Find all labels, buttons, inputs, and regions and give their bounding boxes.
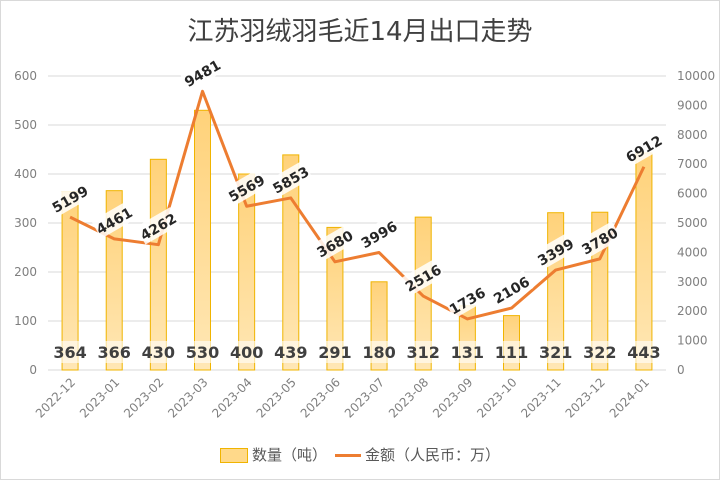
bar-label-bg xyxy=(445,341,490,363)
line-label-bg xyxy=(444,281,490,319)
x-tick-label: 2023-12 xyxy=(563,375,608,420)
y-right-tick-label: 3000 xyxy=(677,275,708,289)
line-label-bg xyxy=(621,129,666,167)
x-tick-label: 2023-05 xyxy=(254,375,299,420)
bar-data-label: 180 xyxy=(362,343,395,362)
bar-data-label: 322 xyxy=(583,343,616,362)
line-label-bg xyxy=(356,214,401,253)
x-tick-label: 2022-12 xyxy=(33,375,78,420)
y-left-tick-label: 200 xyxy=(14,265,37,279)
line-label-bg xyxy=(223,168,269,207)
line-label-bg xyxy=(47,179,92,217)
bar-data-label: 443 xyxy=(627,343,660,362)
bar-label-bg xyxy=(577,341,622,363)
y-right-tick-label: 6000 xyxy=(677,187,708,201)
legend-label-bar: 数量（吨） xyxy=(251,446,327,464)
y-left-tick-label: 100 xyxy=(14,314,37,328)
line-label-bg xyxy=(91,201,137,239)
line-label-bg xyxy=(576,221,622,259)
bar-label-bg xyxy=(180,341,225,363)
bar-data-label: 430 xyxy=(142,343,175,362)
line-data-label-group: 2106 xyxy=(488,270,534,308)
y-right-tick-label: 9000 xyxy=(677,98,708,112)
y-right-tick-label: 1000 xyxy=(677,334,708,348)
bar-data-label: 111 xyxy=(495,343,528,362)
bar-label-bg xyxy=(92,341,137,363)
bar xyxy=(282,154,300,371)
bar-label-bg xyxy=(136,341,181,363)
line-label-bg xyxy=(267,160,313,198)
y-right-tick-label: 0 xyxy=(677,363,685,377)
line-label-bg xyxy=(488,270,534,308)
line-label-bg xyxy=(179,53,225,92)
x-tick-label: 2023-09 xyxy=(430,375,475,420)
bar-label-bg xyxy=(489,341,534,363)
bar xyxy=(149,158,167,371)
x-tick-label: 2023-06 xyxy=(298,375,343,420)
bar-data-label: 366 xyxy=(98,343,131,362)
legend: 数量（吨） 金额（人民币：万） xyxy=(1,444,719,465)
legend-item-bar: 数量（吨） xyxy=(219,444,327,465)
y-left-tick-label: 600 xyxy=(14,69,37,83)
bar xyxy=(194,109,211,371)
x-tick-label: 2023-03 xyxy=(165,375,210,420)
bar-data-label: 439 xyxy=(274,343,307,362)
x-tick-label: 2023-01 xyxy=(77,375,122,420)
line-label-bg xyxy=(312,224,357,262)
bar-data-label: 291 xyxy=(318,343,351,362)
x-tick-label: 2023-11 xyxy=(518,375,563,420)
bar-label-bg xyxy=(48,341,93,363)
bar-data-label: 364 xyxy=(53,343,86,362)
bar-data-label: 131 xyxy=(451,343,484,362)
bar xyxy=(238,173,256,371)
legend-label-line: 金额（人民币：万） xyxy=(365,446,501,464)
bar-data-label: 530 xyxy=(186,343,219,362)
x-tick-label: 2024-01 xyxy=(607,375,652,420)
y-right-tick-label: 2000 xyxy=(677,304,708,318)
bar-label-bg xyxy=(224,341,269,363)
y-right-tick-label: 7000 xyxy=(677,157,708,171)
y-left-tick-label: 0 xyxy=(29,363,37,377)
legend-swatch-line xyxy=(335,454,361,457)
x-tick-label: 2023-08 xyxy=(386,375,431,420)
x-tick-label: 2023-04 xyxy=(209,375,254,420)
legend-swatch-bar xyxy=(219,448,248,463)
bar-label-bg xyxy=(401,341,446,363)
line-label-bg xyxy=(135,207,181,245)
y-left-tick-label: 500 xyxy=(14,118,37,132)
line-label-bg xyxy=(400,258,446,296)
bar xyxy=(635,152,653,371)
bar-data-label: 321 xyxy=(539,343,572,362)
line-data-label-group: 3996 xyxy=(356,214,401,253)
bar-data-label: 400 xyxy=(230,343,263,362)
x-tick-label: 2023-02 xyxy=(121,375,166,420)
y-left-tick-label: 400 xyxy=(14,167,37,181)
line-data-label-group: 9481 xyxy=(179,53,225,92)
bar-label-bg xyxy=(621,341,666,363)
x-tick-label: 2023-10 xyxy=(474,375,519,420)
bar-label-bg xyxy=(533,341,578,363)
y-right-tick-label: 8000 xyxy=(677,128,708,142)
y-right-tick-label: 5000 xyxy=(677,216,708,230)
y-right-tick-label: 4000 xyxy=(677,245,708,259)
legend-item-line: 金额（人民币：万） xyxy=(335,444,500,465)
bar-label-bg xyxy=(268,341,313,363)
bar xyxy=(326,226,344,371)
y-left-tick-label: 300 xyxy=(14,216,37,230)
bar-label-bg xyxy=(357,341,402,363)
bar-label-bg xyxy=(312,341,357,363)
x-tick-label: 2023-07 xyxy=(342,375,387,420)
y-right-tick-label: 10000 xyxy=(677,69,715,83)
bar xyxy=(414,216,432,371)
chart-title: 江苏羽绒羽毛近14月出口走势 xyxy=(187,17,533,47)
bar-data-label: 312 xyxy=(407,343,440,362)
line-label-bg xyxy=(532,232,578,270)
